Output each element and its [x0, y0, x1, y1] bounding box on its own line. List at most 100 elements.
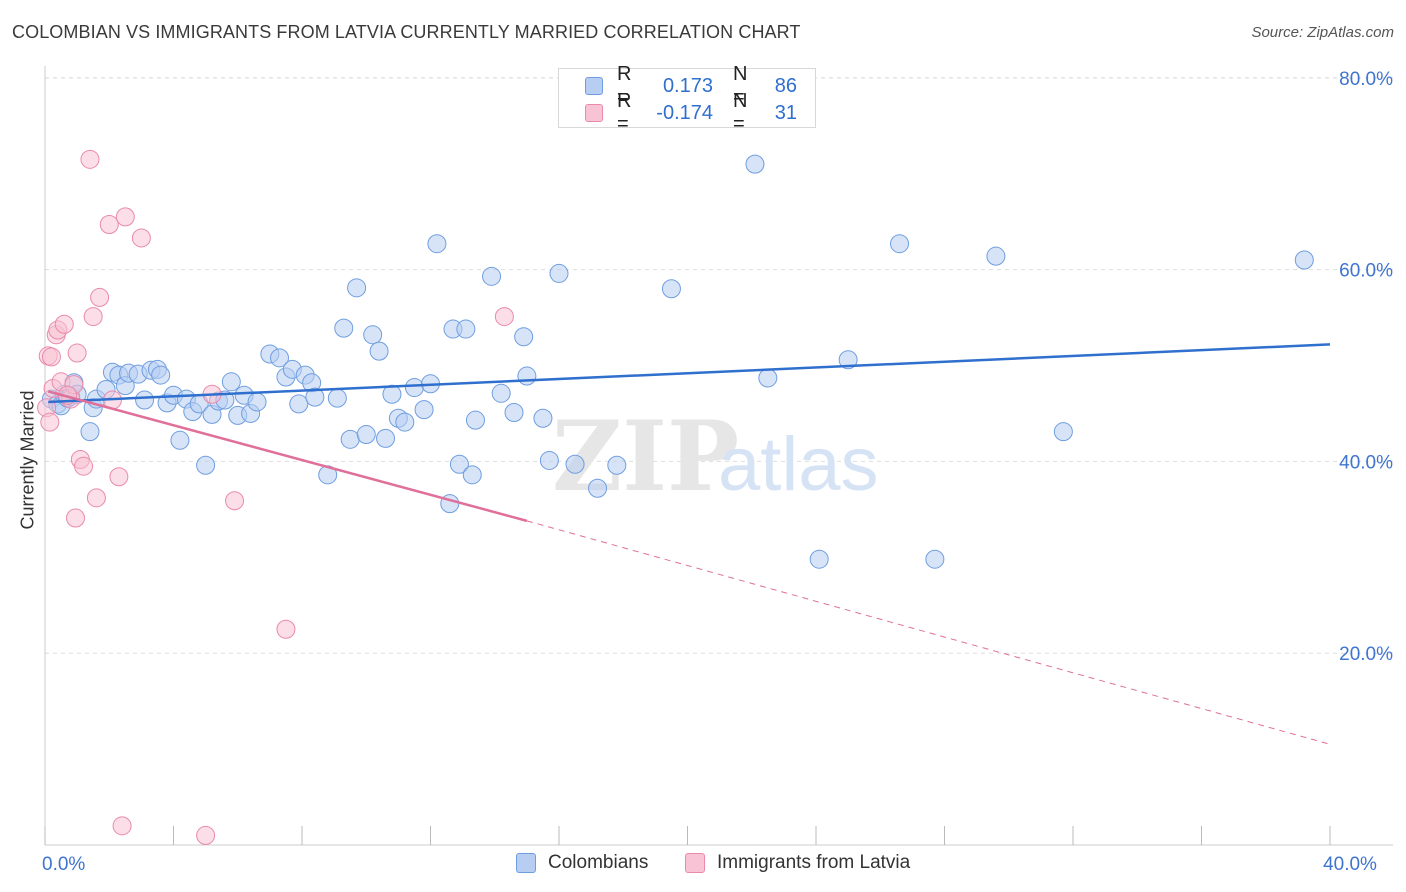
legend-n-value: 31 [774, 101, 797, 124]
colombian-point [565, 454, 585, 474]
legend-r-value: -0.174 [656, 101, 713, 124]
colombian-point [305, 387, 325, 407]
y-tick-label: 60.0% [1339, 261, 1393, 282]
legend-swatch-blue [585, 77, 603, 95]
series-legend-latvia: Immigrants from Latvia [685, 852, 910, 874]
tick-label-layer: 20.0% 40.0% 60.0% 80.0% 0.0% 40.0% [42, 69, 1393, 875]
colombian-point [745, 154, 765, 174]
colombian-point [247, 392, 267, 412]
colombian-point [986, 246, 1006, 266]
trend-layer [47, 343, 1331, 745]
colombian-point [270, 348, 290, 368]
watermark: ZIP atlas [552, 400, 879, 513]
colombian-trend-line [48, 343, 1331, 404]
latvia-point [225, 491, 245, 511]
latvia-point [40, 412, 60, 432]
colombian-point [809, 549, 829, 569]
colombian-point [607, 455, 627, 475]
watermark-zip: ZIP [552, 400, 739, 513]
chart-title: COLOMBIAN VS IMMIGRANTS FROM LATVIA CURR… [12, 22, 801, 42]
y-tick-label: 40.0% [1339, 452, 1393, 473]
colombian-point [334, 318, 354, 338]
series-swatch-blue [516, 853, 536, 873]
latvia-point [83, 307, 103, 327]
source-label: Source: ZipAtlas.com [1251, 24, 1394, 41]
colombian-point [514, 327, 534, 347]
latvia-point [494, 307, 514, 327]
series-legend-colombians: Colombians [516, 852, 648, 874]
colombian-point [170, 430, 190, 450]
latvia-point [112, 816, 132, 836]
latvia-point [109, 467, 129, 487]
colombian-point [80, 422, 100, 442]
colombian-point [151, 365, 171, 385]
colombian-point [427, 234, 447, 254]
colombian-point [456, 319, 476, 339]
colombian-point [491, 383, 511, 403]
grid-layer [45, 77, 1393, 654]
latvia-point [131, 228, 151, 248]
colombian-point [369, 341, 389, 361]
latvia-point [99, 215, 119, 235]
legend-row-latvia: R = -0.174 N = 31 [585, 90, 797, 135]
colombian-point [549, 263, 569, 283]
latvia-trend-extension [526, 520, 1331, 745]
latvia-point [54, 314, 74, 334]
colombian-point [327, 388, 347, 408]
series-legend-label: Immigrants from Latvia [717, 852, 911, 873]
points-layer [37, 149, 1314, 845]
legend-r-label: R = [617, 90, 632, 135]
latvia-point [41, 347, 61, 367]
colombian-point [221, 372, 241, 392]
colombian-point [465, 410, 485, 430]
legend-row-colombians: R = 0.173 N = 86 [585, 63, 797, 108]
legend-swatch-pink [585, 104, 603, 122]
latvia-point [90, 287, 110, 307]
series-legend-label: Colombians [548, 852, 649, 873]
axis-layer [44, 66, 1393, 846]
latvia-point [66, 508, 86, 528]
y-tick-label: 20.0% [1339, 644, 1393, 665]
legend-n-value: 86 [774, 74, 797, 97]
series-legend: Colombians Immigrants from Latvia [0, 852, 1406, 876]
watermark-atlas: atlas [718, 422, 879, 507]
colombian-point [890, 234, 910, 254]
colombian-point [340, 429, 360, 449]
colombian-point [588, 478, 608, 498]
colombian-point [482, 266, 502, 286]
colombian-point [289, 394, 309, 414]
y-tick-label: 80.0% [1339, 69, 1393, 90]
colombian-point [925, 549, 945, 569]
colombian-point [504, 402, 524, 422]
colombian-point [363, 325, 383, 345]
colombian-point [196, 455, 216, 475]
latvia-trend-line [47, 390, 528, 523]
colombian-point [661, 279, 681, 299]
colombian-point [462, 465, 482, 485]
legend-r-label: R = [617, 63, 632, 108]
colombian-point [356, 425, 376, 445]
stats-legend: R = 0.173 N = 86 R = -0.174 N = 31 [558, 63, 816, 135]
colombian-point [758, 368, 778, 388]
latvia-point [74, 456, 94, 476]
x-tick-label: 40.0% [1323, 854, 1377, 875]
colombian-point [1053, 422, 1073, 442]
colombian-point [517, 366, 537, 386]
latvia-point [115, 207, 135, 227]
colombian-point [404, 378, 424, 398]
colombian-point [414, 400, 434, 420]
latvia-point [276, 619, 296, 639]
legend-r-value: 0.173 [662, 74, 713, 97]
colombian-point [376, 428, 396, 448]
colombian-point [533, 408, 553, 428]
x-tick-label: 0.0% [42, 854, 85, 875]
colombian-point [395, 412, 415, 432]
colombian-point [449, 454, 469, 474]
latvia-point [80, 149, 100, 169]
colombian-point [347, 278, 367, 298]
legend-n-label: N = [733, 63, 748, 108]
latvia-point [86, 488, 106, 508]
latvia-point [67, 343, 87, 363]
series-swatch-pink [685, 853, 705, 873]
